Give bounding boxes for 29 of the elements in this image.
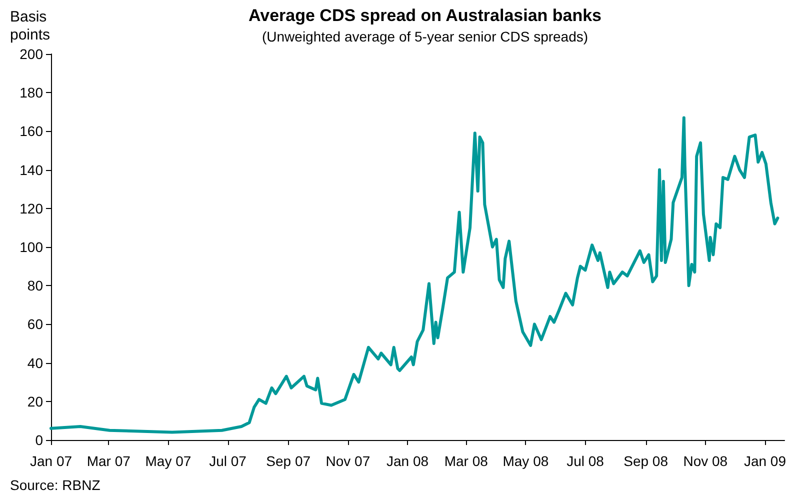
x-tick-label: Nov 08 <box>683 453 728 469</box>
y-tick-label: 100 <box>20 239 44 255</box>
y-tick-label: 60 <box>27 316 44 332</box>
x-tick-label: Jan 09 <box>744 453 786 469</box>
y-tick-label: 160 <box>20 123 44 140</box>
x-tick-label: May 07 <box>145 453 192 469</box>
y-axis-title: Basis points <box>10 8 50 44</box>
x-tick-label: Sep 07 <box>266 453 311 469</box>
y-tick-label: 120 <box>20 200 44 216</box>
chart-subtitle: (Unweighted average of 5-year senior CDS spreads) <box>262 28 588 44</box>
y-tick-label: 40 <box>27 354 44 371</box>
y-tick-label: 200 <box>20 46 44 62</box>
x-tick-label: Jan 07 <box>30 453 72 469</box>
x-tick-label: Mar 07 <box>86 453 131 469</box>
y-tick-label: 140 <box>20 162 44 178</box>
x-tick-label: Jul 07 <box>209 453 247 469</box>
x-tick-label: Mar 08 <box>444 453 488 469</box>
chart-title: Average CDS spread on Australasian banks <box>248 6 602 25</box>
x-tick-label: Jul 08 <box>566 453 604 469</box>
source-note: Source: RBNZ <box>10 477 101 493</box>
line-series <box>50 116 780 434</box>
x-tick-label: Jan 08 <box>386 453 429 469</box>
y-tick-label: 20 <box>27 393 44 410</box>
y-tick-label: 80 <box>27 278 44 294</box>
x-tick-label: Sep 08 <box>624 453 668 469</box>
x-tick-label: Nov 07 <box>326 453 370 469</box>
x-tick-label: May 08 <box>502 453 549 469</box>
y-tick-label: 180 <box>20 84 44 101</box>
y-tick-label: 0 <box>35 432 44 448</box>
